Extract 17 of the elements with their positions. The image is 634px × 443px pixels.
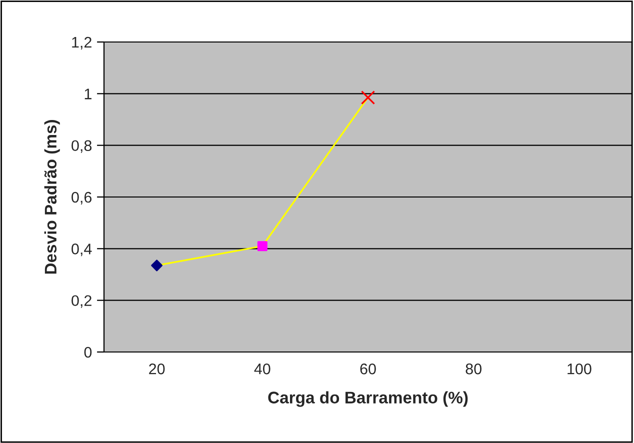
y-tick-label: 0	[84, 346, 92, 358]
point	[257, 241, 268, 252]
point	[360, 90, 376, 105]
y-tick-label: 1,2	[72, 36, 92, 50]
x-axis-title: Carga do Barramento (%)	[268, 391, 468, 407]
y-tick-label: 0,6	[72, 192, 92, 204]
point	[151, 260, 163, 272]
y-tick-label: 0,2	[72, 295, 92, 308]
y-tick-label: 0,8	[72, 140, 92, 153]
y-tick-label: 0,4	[72, 244, 92, 256]
x-tick-label: 20	[149, 364, 165, 374]
y-tick-label: 1	[84, 88, 92, 100]
x-tick-label: 40	[254, 364, 270, 374]
x-tick-label: 80	[466, 364, 482, 374]
y-axis-title: Desvio Padrão (ms)	[44, 120, 60, 274]
x-tick-label: 100	[568, 364, 592, 374]
x-tick-label: 60	[360, 364, 376, 374]
